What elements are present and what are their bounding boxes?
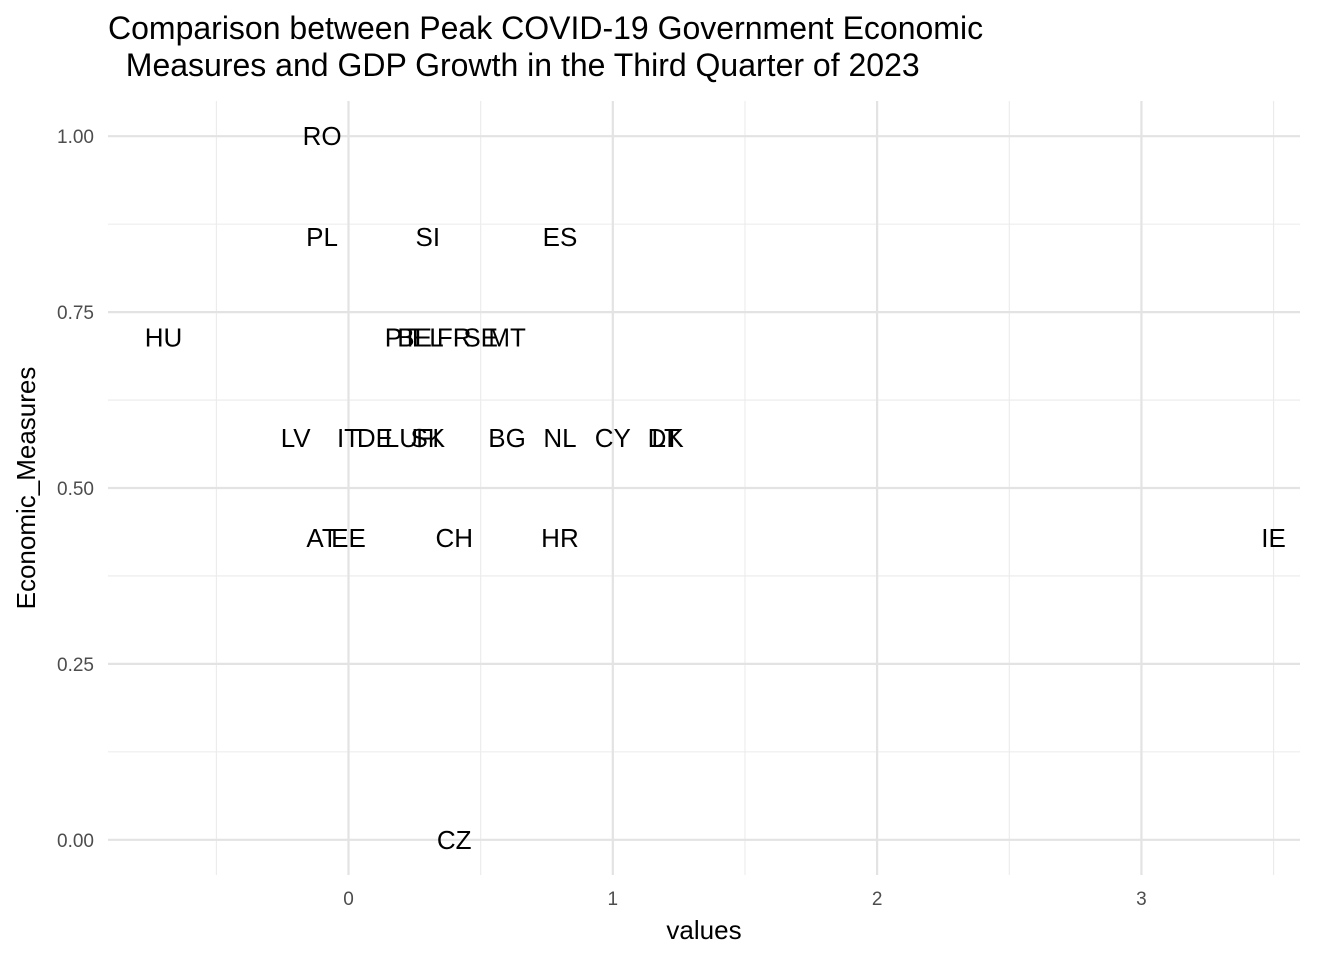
point-label-es: ES (543, 222, 578, 252)
point-label-at: AT (306, 523, 337, 553)
point-label-lv: LV (281, 423, 312, 453)
point-label-pt: PT (385, 322, 418, 352)
point-label-nl: NL (543, 423, 576, 453)
point-label-fr: FR (437, 322, 472, 352)
point-label-se: SE (463, 322, 498, 352)
point-label-si: SI (416, 222, 441, 252)
grid-major (108, 101, 1300, 875)
point-label-ch: CH (435, 523, 473, 553)
x-tick-label: 2 (872, 889, 883, 910)
point-label-ee: EE (331, 523, 366, 553)
point-label-dk: DK (648, 423, 685, 453)
point-label-lt: LT (651, 423, 680, 453)
y-tick-label: 0.25 (57, 655, 94, 676)
point-label-lu: LU (385, 423, 418, 453)
point-label-ro: RO (303, 121, 342, 151)
point-label-de: DE (357, 423, 393, 453)
x-tick-label: 1 (608, 889, 619, 910)
point-label-el: EL (412, 322, 444, 352)
point-label-fi: FI (416, 423, 439, 453)
point-label-mt: MT (488, 322, 526, 352)
point-label-hr: HR (541, 523, 579, 553)
x-tick-label: 3 (1136, 889, 1147, 910)
point-label-be: BE (397, 322, 432, 352)
point-label-sk: SK (410, 423, 445, 453)
x-axis-title: values (666, 915, 741, 945)
y-tick-label: 0.75 (57, 303, 94, 324)
y-axis-tick-labels: 0.00 0.25 0.50 0.75 1.00 (57, 127, 94, 852)
chart-title: Comparison between Peak COVID-19 Governm… (108, 10, 983, 83)
point-label-pl: PL (306, 222, 338, 252)
point-label-cz: CZ (437, 825, 472, 855)
y-tick-label: 1.00 (57, 127, 94, 148)
point-label-cy: CY (595, 423, 631, 453)
y-tick-label: 0.00 (57, 831, 94, 852)
x-axis-tick-labels: 0 1 2 3 (343, 889, 1146, 910)
point-label-it: IT (337, 423, 360, 453)
y-tick-label: 0.50 (57, 479, 94, 500)
y-axis-title: Economic_Measures (11, 367, 41, 610)
point-label-ie: IE (1261, 523, 1286, 553)
x-tick-label: 0 (343, 889, 354, 910)
point-label-hu: HU (145, 322, 183, 352)
point-label-bg: BG (488, 423, 526, 453)
